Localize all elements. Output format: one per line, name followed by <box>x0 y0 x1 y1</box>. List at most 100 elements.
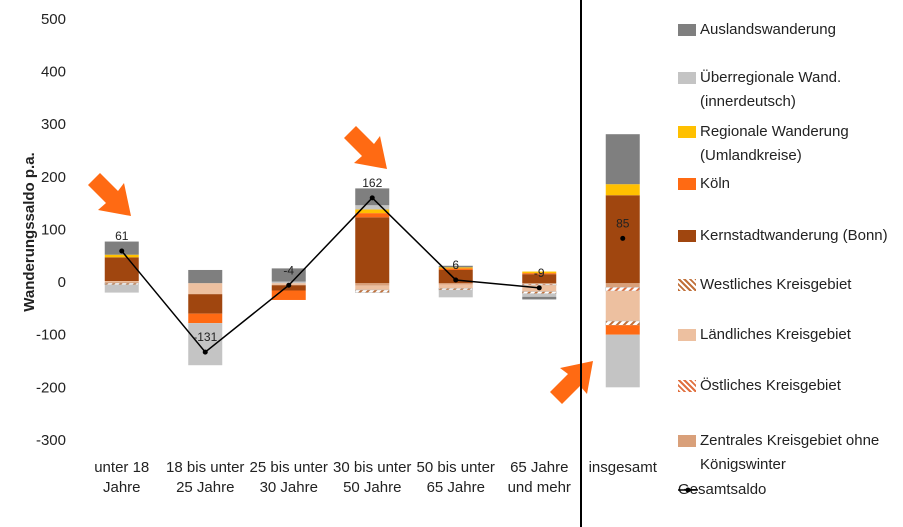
y-tick-label: 400 <box>41 64 66 81</box>
legend-item: Ländliches Kreisgebiet <box>678 323 903 347</box>
bar-segment <box>188 269 223 284</box>
bar-segment <box>104 282 139 285</box>
bar-segment <box>355 213 390 218</box>
bar-segment <box>271 285 306 291</box>
legend-label: Östliches Kreisgebiet <box>700 377 841 394</box>
legend-item: Auslandswanderung <box>678 18 903 42</box>
bar-segment <box>438 267 473 269</box>
bar-segment <box>605 287 640 292</box>
legend-swatch <box>678 380 696 392</box>
legend-label: Zentrales Kreisgebiet ohne Königswinter <box>700 432 880 473</box>
bar-segment <box>188 313 223 324</box>
bar-segment <box>522 283 557 286</box>
bar-segment <box>522 274 557 284</box>
bar-segment <box>355 283 390 286</box>
bar-segment <box>522 271 557 274</box>
legend-label: Westliches Kreisgebiet <box>700 276 852 293</box>
bar-segment <box>188 323 223 366</box>
y-tick-label: 200 <box>41 169 66 186</box>
legend-label: Ländliches Kreisgebiet <box>700 326 851 343</box>
bar-segment <box>605 283 640 288</box>
legend-label: Auslandswanderung <box>700 21 836 38</box>
y-tick-label: 100 <box>41 221 66 238</box>
bar-segment <box>522 273 557 275</box>
legend-label: Überregionale Wand. (innerdeutsch) <box>700 69 842 110</box>
arrow <box>88 173 131 216</box>
bar-segment <box>605 184 640 196</box>
bar-segment <box>605 325 640 335</box>
legend-item: Westliches Kreisgebiet <box>678 273 903 297</box>
line-point <box>119 248 125 254</box>
legend-item: Kernstadtwanderung (Bonn) <box>678 224 903 248</box>
legend-label: Regionale Wanderung (Umlandkreise) <box>700 123 849 164</box>
line-point <box>286 282 292 288</box>
data-label: 61 <box>115 229 129 243</box>
legend-label: Köln <box>700 175 731 192</box>
x-tick-label: 50 bis unter 65 Jahre <box>416 459 495 496</box>
y-tick-label: -300 <box>36 432 66 449</box>
bar-segment <box>438 269 473 284</box>
legend-item: Zentrales Kreisgebiet ohne Königswinter <box>678 429 903 477</box>
line-point <box>536 285 542 291</box>
x-tick-label: 65 Jahre und mehr <box>507 459 571 496</box>
bar-segment <box>522 293 557 297</box>
data-label: -4 <box>283 263 294 277</box>
bar-segment <box>522 296 557 300</box>
bar-segment <box>188 283 223 295</box>
legend-swatch <box>678 126 696 138</box>
bar-segment <box>438 289 473 298</box>
legend-swatch <box>678 24 696 36</box>
bar-segment <box>355 209 390 214</box>
bar-segment <box>188 294 223 314</box>
bar-segment <box>271 290 306 300</box>
data-label: -9 <box>534 266 545 280</box>
bar-segment <box>271 268 306 282</box>
bar-segment <box>104 257 139 282</box>
bar-segment <box>104 282 139 284</box>
data-label: 162 <box>362 176 382 190</box>
x-tick-label: insgesamt <box>588 459 657 476</box>
arrow <box>344 126 387 169</box>
legend-item: Gesamtsaldo <box>678 478 903 502</box>
bar-segment <box>438 288 473 291</box>
y-tick-label: 0 <box>58 274 66 291</box>
legend-swatch <box>678 487 698 493</box>
y-tick-label: -100 <box>36 327 66 344</box>
legend-swatch <box>678 435 696 447</box>
line-point <box>620 235 626 241</box>
x-tick-label: 18 bis unter 25 Jahre <box>166 459 245 496</box>
bar-segment <box>355 285 390 290</box>
bar-segment <box>438 283 473 285</box>
bar-segment <box>605 291 640 322</box>
y-axis-label: Wanderungssaldo p.a. <box>21 152 38 311</box>
bar-segment <box>438 284 473 289</box>
arrow <box>550 361 593 404</box>
legend-label: Kernstadtwanderung (Bonn) <box>700 227 888 244</box>
legend-dot <box>685 487 691 493</box>
bar-segment <box>104 281 139 283</box>
y-tick-label: -200 <box>36 379 66 396</box>
x-tick-label: unter 18 Jahre <box>94 459 150 496</box>
bar-segment <box>104 254 139 258</box>
legend-swatch <box>678 72 696 84</box>
bar-segment <box>605 334 640 388</box>
x-tick-label: 25 bis unter 30 Jahre <box>249 459 328 496</box>
line-point <box>369 195 375 201</box>
bar-segment <box>355 205 390 210</box>
bar-segment <box>605 134 640 185</box>
legend-swatch <box>678 230 696 242</box>
legend-swatch <box>678 279 696 291</box>
line <box>121 196 540 354</box>
legend-item: Regionale Wanderung (Umlandkreise) <box>678 120 903 168</box>
legend-swatch <box>678 178 696 190</box>
y-tick-label: 300 <box>41 116 66 133</box>
bar-segment <box>355 217 390 284</box>
data-label: 6 <box>452 258 459 272</box>
bar-segment <box>104 241 139 255</box>
x-tick-label: 30 bis unter 50 Jahre <box>333 459 412 496</box>
bar-segment <box>104 284 139 293</box>
data-label: 85 <box>616 217 630 231</box>
legend-item: Östliches Kreisgebiet <box>678 374 903 398</box>
bar-segment <box>438 268 473 270</box>
